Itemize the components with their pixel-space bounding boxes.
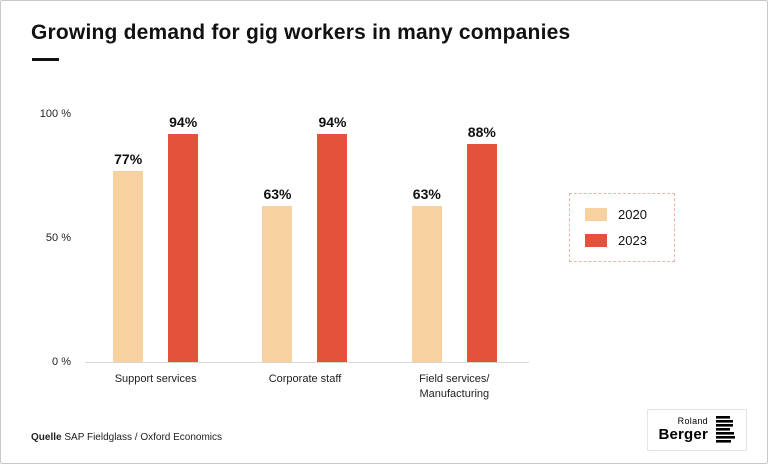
bar-column-2023: 88% bbox=[466, 114, 497, 362]
category-label: Field services/ Manufacturing bbox=[419, 373, 490, 400]
plot-area: 77% 94% Support services 63% 94% Corporate st… bbox=[81, 114, 529, 402]
bar-2023 bbox=[168, 134, 199, 362]
legend-entry-2023: 2023 bbox=[585, 233, 659, 248]
bar-value-label: 63% bbox=[263, 185, 292, 202]
bar-value-label: 94% bbox=[318, 114, 347, 130]
bar-value-label: 94% bbox=[169, 114, 198, 130]
logo-text: Roland Berger bbox=[658, 416, 708, 443]
bar-value-label: 88% bbox=[467, 123, 496, 140]
source-text: SAP Fieldglass / Oxford Economics bbox=[64, 432, 223, 443]
y-axis-tick-label: 0 % bbox=[52, 356, 71, 368]
bar-2020 bbox=[262, 205, 293, 362]
bar-column-2020: 77% bbox=[113, 114, 144, 362]
bar-column-2020: 63% bbox=[411, 114, 442, 362]
legend-label: 2020 bbox=[618, 207, 647, 222]
x-axis-baseline bbox=[85, 362, 529, 363]
bar-group: 63% 88% Field services/ Manufacturing bbox=[380, 114, 529, 402]
category-label: Support services bbox=[114, 373, 197, 385]
logo-line1: Roland bbox=[677, 416, 708, 427]
bar-2023 bbox=[466, 143, 497, 362]
category-label: Corporate staff bbox=[268, 373, 342, 385]
bar-chart: 100 % 50 % 0 % 77% 94% Support services 63% 94… bbox=[29, 108, 529, 402]
legend-swatch-2020 bbox=[585, 208, 607, 221]
source-label: Quelle bbox=[31, 432, 62, 443]
legend-entry-2020: 2020 bbox=[585, 207, 659, 222]
bar-2023 bbox=[317, 134, 348, 362]
legend-label: 2023 bbox=[618, 233, 647, 248]
title-underline bbox=[32, 58, 59, 61]
bar-pair: 63% 94% bbox=[262, 114, 348, 362]
bar-2020 bbox=[411, 205, 442, 362]
source-note: Quelle SAP Fieldglass / Oxford Economics bbox=[31, 432, 222, 443]
roland-berger-b-icon bbox=[716, 416, 735, 443]
logo-line2: Berger bbox=[658, 425, 708, 443]
bar-value-label: 63% bbox=[412, 185, 441, 202]
y-axis-tick-label: 100 % bbox=[39, 108, 71, 120]
legend-swatch-2023 bbox=[585, 234, 607, 247]
page-title: Growing demand for gig workers in many c… bbox=[31, 21, 571, 44]
bar-column-2023: 94% bbox=[168, 114, 199, 362]
bar-pair: 77% 94% bbox=[113, 114, 199, 362]
bar-group: 63% 94% Corporate staff bbox=[230, 114, 379, 402]
bar-2020 bbox=[113, 171, 144, 362]
bar-value-label: 77% bbox=[114, 151, 143, 168]
bar-column-2023: 94% bbox=[317, 114, 348, 362]
bar-group: 77% 94% Support services bbox=[81, 114, 230, 402]
legend: 2020 2023 bbox=[569, 193, 675, 262]
bar-pair: 63% 88% bbox=[411, 114, 497, 362]
y-axis: 100 % 50 % 0 % bbox=[29, 108, 81, 368]
y-axis-tick-label: 50 % bbox=[45, 232, 71, 244]
bar-column-2020: 63% bbox=[262, 114, 293, 362]
roland-berger-logo: Roland Berger bbox=[647, 409, 747, 451]
